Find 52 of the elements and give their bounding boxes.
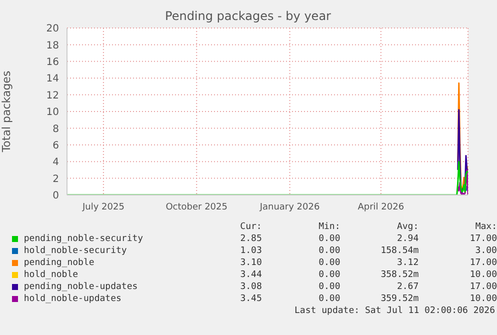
y-tick-label: 2 (52, 174, 59, 185)
text: 17.00 (468, 257, 497, 269)
text: 359.52m (380, 293, 419, 305)
text: 10.00 (468, 293, 497, 305)
x-tick-label: October 2025 (166, 202, 228, 212)
text: 3.00 (474, 245, 497, 257)
x-tick-label: January 2026 (258, 202, 320, 212)
text: 0.00 (318, 281, 340, 293)
chart-title: Pending packages - by year (165, 9, 332, 23)
text: 2.67 (396, 281, 419, 293)
text: 2.94 (396, 233, 419, 245)
text: Avg: (396, 221, 419, 233)
text: Last update: Sat Jul 11 02:00:06 2026 (294, 305, 495, 317)
y-tick-label: 18 (46, 40, 59, 52)
y-tick-label: 6 (52, 140, 59, 152)
y-tick-label: 14 (46, 74, 59, 85)
text: 3.44 (239, 269, 262, 281)
legend-label: hold_noble (24, 269, 80, 281)
y-tick-label: 0 (52, 190, 59, 202)
x-tick-label: April 2026 (358, 202, 404, 212)
text: 3.10 (239, 257, 262, 269)
legend-label: pending_noble-security (24, 233, 144, 245)
text: 0.00 (318, 245, 340, 257)
text: 0.00 (318, 269, 340, 281)
text: 1.03 (239, 245, 262, 257)
text: 0.00 (318, 233, 340, 245)
legend-label: pending_noble (24, 257, 96, 269)
text: 158.54m (380, 245, 419, 257)
text: 17.00 (468, 233, 497, 245)
text: 17.00 (468, 281, 497, 293)
y-tick-label: 12 (46, 90, 59, 102)
legend-label: hold_noble-updates (24, 293, 122, 305)
text: Cur: (239, 221, 262, 233)
text: 0.00 (318, 293, 340, 305)
text: 3.12 (396, 257, 419, 269)
text: 358.52m (380, 269, 419, 281)
y-tick-label: 8 (52, 124, 59, 135)
text: Min: (318, 221, 340, 233)
text: 2.85 (239, 233, 262, 245)
text: Max: (474, 221, 497, 233)
legend-label: hold_noble-security (24, 245, 128, 257)
y-tick-label: 10 (46, 107, 59, 118)
y-tick-label: 16 (46, 56, 59, 68)
x-tick-label: July 2025 (81, 202, 124, 212)
text: 3.45 (239, 293, 262, 305)
legend-label: pending_noble-updates (24, 281, 139, 293)
y-axis-title: Total packages (0, 70, 13, 154)
y-tick-label: 4 (52, 157, 59, 168)
text: 3.08 (239, 281, 262, 293)
y-tick-label: 20 (46, 24, 59, 35)
text: 10.00 (468, 269, 497, 281)
text: 0.00 (318, 257, 340, 269)
